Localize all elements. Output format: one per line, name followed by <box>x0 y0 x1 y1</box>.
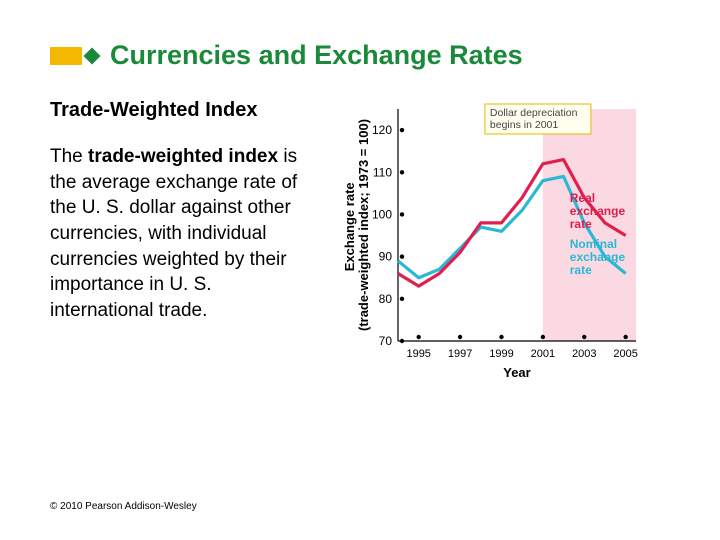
svg-text:110: 110 <box>373 165 392 179</box>
svg-text:2005: 2005 <box>613 348 637 360</box>
svg-text:2003: 2003 <box>572 348 596 360</box>
y-axis-label: Exchange rate (trade-weighted index; 197… <box>342 119 371 331</box>
copyright: © 2010 Pearson Addison-Wesley <box>50 501 197 512</box>
exchange-rate-chart: 70 80 90 100 110 120 1995 1997 1999 2001 2003 2005… <box>338 99 678 414</box>
svg-text:100: 100 <box>372 207 392 221</box>
slide-title: Currencies and Exchange Rates <box>110 40 523 71</box>
subtitle: Trade-Weighted Index <box>50 99 320 122</box>
body-text: The trade-weighted index is the average … <box>50 144 320 323</box>
title-row: Currencies and Exchange Rates <box>50 40 670 71</box>
title-bar-decor <box>50 47 82 65</box>
title-diamond-decor <box>84 47 101 64</box>
svg-text:70: 70 <box>379 334 393 348</box>
y-ticks: 70 80 90 100 110 120 <box>372 123 404 348</box>
svg-text:2001: 2001 <box>531 348 555 360</box>
svg-text:1995: 1995 <box>406 348 430 360</box>
body-prefix: The <box>50 146 88 167</box>
svg-text:1997: 1997 <box>448 348 472 360</box>
chart-svg: 70 80 90 100 110 120 1995 1997 1999 2001 2003 2005… <box>338 99 678 409</box>
svg-text:80: 80 <box>379 292 393 306</box>
svg-text:90: 90 <box>379 250 393 264</box>
x-axis-label: Year <box>503 365 530 380</box>
svg-text:1999: 1999 <box>489 348 513 360</box>
svg-text:120: 120 <box>372 123 392 137</box>
body-rest: is the average exchange rate of the U. S… <box>50 146 297 321</box>
body-bold: trade-weighted index <box>88 146 278 167</box>
